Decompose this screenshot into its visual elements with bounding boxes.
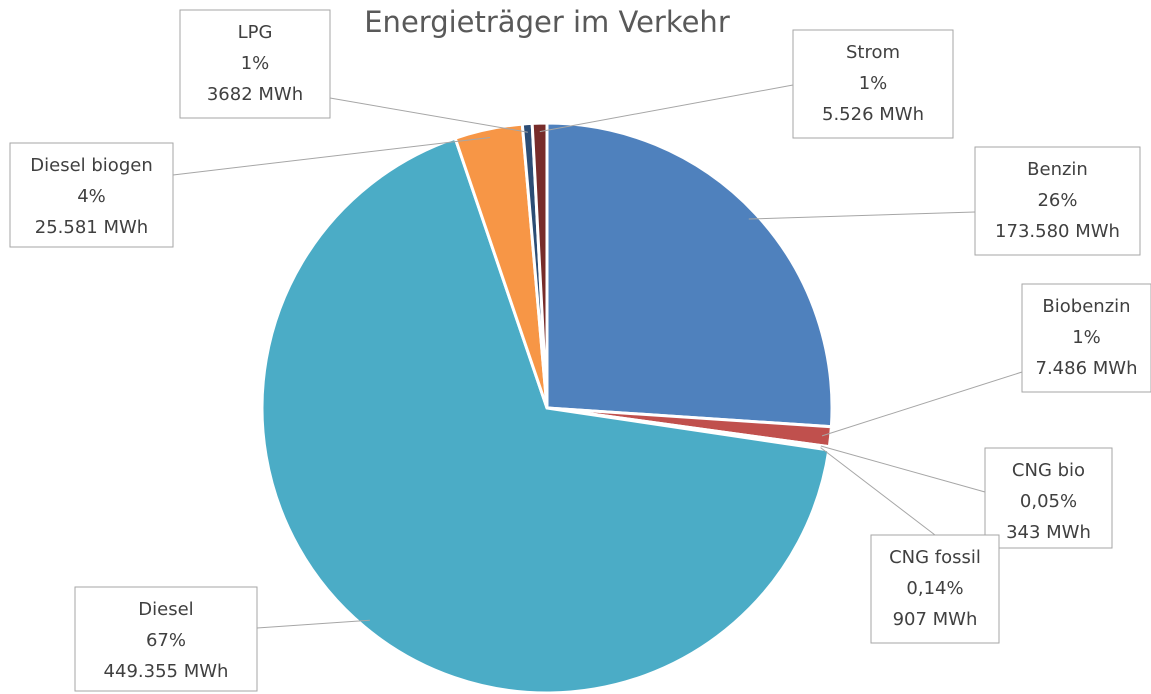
data-label: Diesel biogen 4% 25.581 MWh xyxy=(30,155,152,238)
label-box xyxy=(870,534,1000,644)
label-percent: 0,05% xyxy=(1020,491,1077,512)
leader-line xyxy=(256,619,370,629)
label-percent: 1% xyxy=(1072,327,1101,348)
label-name: CNG bio xyxy=(1012,460,1085,481)
pie-slice xyxy=(260,136,831,694)
leader-line xyxy=(329,97,528,133)
chart-title: Energieträger im Verkehr xyxy=(364,5,730,39)
label-box xyxy=(9,142,174,248)
label-name: Diesel biogen xyxy=(30,155,152,176)
leader-line xyxy=(820,447,936,536)
label-value: 25.581 MWh xyxy=(35,217,148,238)
label-percent: 4% xyxy=(77,186,106,207)
leader-line xyxy=(821,371,1023,437)
data-label: Benzin 26% 173.580 MWh xyxy=(995,159,1120,242)
label-name: Biobenzin xyxy=(1042,296,1130,317)
label-name: CNG fossil xyxy=(889,547,981,568)
label-percent: 1% xyxy=(241,53,270,74)
label-value: 7.486 MWh xyxy=(1036,358,1138,379)
label-value: 5.526 MWh xyxy=(822,104,924,125)
data-label: CNG bio 0,05% 343 MWh xyxy=(1006,460,1091,543)
label-name: Diesel xyxy=(138,599,193,620)
label-box xyxy=(974,146,1141,256)
label-value: 173.580 MWh xyxy=(995,221,1120,242)
label-box xyxy=(984,447,1113,549)
leader-line xyxy=(820,445,986,493)
data-label: LPG 1% 3682 MWh xyxy=(207,22,303,105)
pie-slice xyxy=(530,121,549,409)
label-value: 449.355 MWh xyxy=(104,661,229,682)
label-value: 3682 MWh xyxy=(207,84,303,105)
label-name: Benzin xyxy=(1027,159,1088,180)
label-percent: 67% xyxy=(146,630,186,651)
data-label: Biobenzin 1% 7.486 MWh xyxy=(1036,296,1138,379)
label-box xyxy=(74,586,258,692)
label-box xyxy=(1021,283,1151,393)
leader-line xyxy=(748,211,976,220)
data-label: Diesel 67% 449.355 MWh xyxy=(104,599,229,682)
label-box xyxy=(792,29,954,139)
label-value: 907 MWh xyxy=(893,609,978,630)
label-name: Strom xyxy=(846,42,900,63)
leader-line xyxy=(172,136,491,176)
data-label: Strom 1% 5.526 MWh xyxy=(822,42,924,125)
pie-slice xyxy=(545,121,834,429)
label-percent: 0,14% xyxy=(906,578,963,599)
label-percent: 1% xyxy=(859,73,888,94)
label-name: LPG xyxy=(238,22,273,43)
label-box xyxy=(179,9,331,119)
data-label: CNG fossil 0,14% 907 MWh xyxy=(889,547,981,630)
label-percent: 26% xyxy=(1037,190,1077,211)
label-value: 343 MWh xyxy=(1006,522,1091,543)
leader-line xyxy=(539,84,794,133)
